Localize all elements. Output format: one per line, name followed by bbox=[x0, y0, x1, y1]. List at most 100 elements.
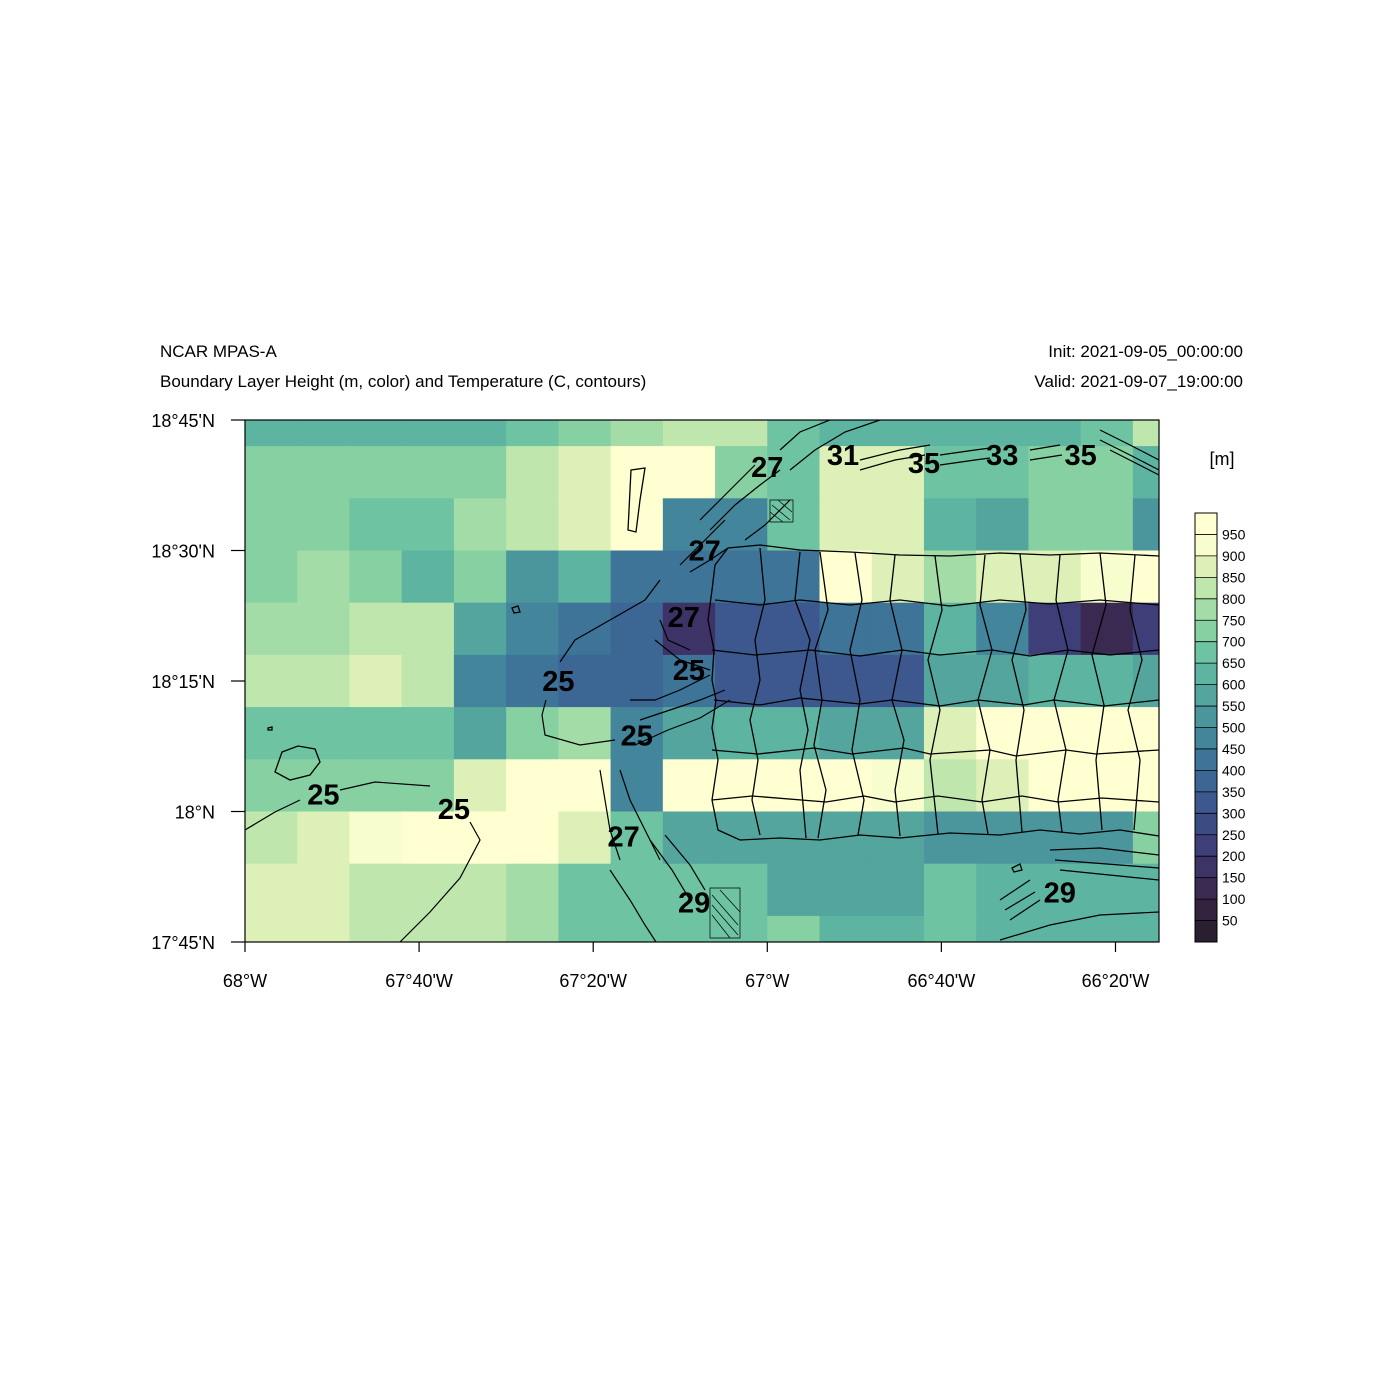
lon-tick-label: 66°40'W bbox=[908, 971, 976, 991]
pblh-cell bbox=[558, 446, 612, 499]
pblh-cell bbox=[453, 420, 507, 447]
pblh-cell bbox=[923, 759, 977, 812]
colorbar-swatch bbox=[1195, 748, 1217, 771]
pblh-cell bbox=[819, 550, 873, 604]
pblh-cell bbox=[871, 759, 925, 812]
colorbar-swatch bbox=[1195, 620, 1217, 642]
pblh-cell bbox=[767, 420, 821, 447]
pblh-cell bbox=[871, 498, 925, 551]
colorbar-tick-label: 750 bbox=[1222, 612, 1246, 628]
pblh-cell bbox=[662, 602, 716, 656]
pblh-cell bbox=[245, 707, 298, 760]
pblh-cell bbox=[662, 550, 716, 604]
pblh-cell bbox=[1132, 550, 1159, 604]
pblh-cell bbox=[1080, 498, 1134, 551]
pblh-cell bbox=[610, 915, 664, 942]
pblh-cell bbox=[819, 446, 873, 499]
pblh-cell bbox=[976, 863, 1029, 917]
colorbar-tick-label: 50 bbox=[1222, 913, 1238, 929]
colorbar-tick-label: 450 bbox=[1222, 741, 1246, 757]
pblh-cell bbox=[715, 498, 768, 551]
pblh-cell bbox=[767, 759, 821, 812]
colorbar-tick-label: 100 bbox=[1222, 891, 1246, 907]
pblh-cell bbox=[715, 811, 768, 865]
pblh-cell bbox=[1132, 654, 1159, 708]
pblh-cell bbox=[349, 420, 403, 447]
pblh-cell bbox=[453, 863, 507, 917]
pblh-cell bbox=[871, 707, 925, 760]
lon-tick-label: 66°20'W bbox=[1082, 971, 1150, 991]
pblh-cell bbox=[610, 446, 664, 499]
pblh-cell bbox=[453, 498, 507, 551]
pblh-cell bbox=[715, 420, 768, 447]
contour-label: 27 bbox=[608, 822, 640, 854]
pblh-cell bbox=[923, 602, 977, 656]
contour-label: 25 bbox=[621, 720, 653, 752]
colorbar-tick-label: 600 bbox=[1222, 677, 1246, 693]
pblh-cell bbox=[976, 654, 1029, 708]
pblh-cell bbox=[506, 863, 559, 917]
colorbar-swatch bbox=[1195, 598, 1217, 621]
pblh-cell bbox=[558, 420, 612, 447]
pblh-cell bbox=[506, 654, 559, 708]
pblh-cell bbox=[245, 420, 298, 447]
pblh-cell bbox=[923, 420, 977, 447]
pblh-cell bbox=[976, 446, 1029, 499]
pblh-cell bbox=[506, 707, 559, 760]
pblh-cell bbox=[297, 811, 350, 865]
pblh-cell bbox=[297, 863, 350, 917]
pblh-cell bbox=[871, 420, 925, 447]
pblh-cell bbox=[1132, 863, 1159, 917]
pblh-cell bbox=[715, 602, 768, 656]
pblh-cell bbox=[1028, 759, 1082, 812]
pblh-cell bbox=[558, 915, 612, 942]
pblh-cell bbox=[976, 915, 1029, 942]
pblh-cell bbox=[245, 602, 298, 656]
pblh-cell bbox=[819, 602, 873, 656]
pblh-cell bbox=[349, 707, 403, 760]
pblh-cell bbox=[1080, 863, 1134, 917]
pblh-cell bbox=[349, 863, 403, 917]
pblh-cell bbox=[610, 811, 664, 865]
pblh-cell bbox=[297, 550, 350, 604]
pblh-cell bbox=[349, 811, 403, 865]
pblh-cell bbox=[453, 602, 507, 656]
pblh-cell bbox=[297, 707, 350, 760]
pblh-cell bbox=[297, 915, 350, 942]
pblh-cell bbox=[1028, 550, 1082, 604]
pblh-cell bbox=[1080, 811, 1134, 865]
pblh-cell bbox=[976, 420, 1029, 447]
pblh-cell bbox=[819, 759, 873, 812]
pblh-cell bbox=[245, 811, 298, 865]
pblh-cell bbox=[767, 498, 821, 551]
pblh-cell bbox=[453, 446, 507, 499]
pblh-cell bbox=[1080, 446, 1134, 499]
colorbar-swatch bbox=[1195, 577, 1217, 600]
colorbar-swatch bbox=[1195, 856, 1217, 878]
colorbar-tick-label: 200 bbox=[1222, 848, 1246, 864]
pblh-cell bbox=[558, 654, 612, 708]
pblh-cell bbox=[819, 811, 873, 865]
pblh-cell bbox=[819, 707, 873, 760]
pblh-cell bbox=[976, 707, 1029, 760]
contour-label: 27 bbox=[688, 536, 720, 568]
colorbar-swatch bbox=[1195, 727, 1217, 750]
pblh-cell bbox=[401, 550, 455, 604]
pblh-cell bbox=[1080, 707, 1134, 760]
pblh-cell bbox=[1028, 863, 1082, 917]
pblh-cell bbox=[245, 654, 298, 708]
pblh-cell bbox=[1132, 498, 1159, 551]
colorbar-tick-label: 400 bbox=[1222, 762, 1246, 778]
pblh-cell bbox=[715, 550, 768, 604]
pblh-cell bbox=[401, 707, 455, 760]
pblh-cell bbox=[506, 420, 559, 447]
pblh-cell bbox=[297, 759, 350, 812]
contour-label: 33 bbox=[986, 440, 1018, 472]
pblh-cell bbox=[453, 759, 507, 812]
pblh-cell bbox=[453, 707, 507, 760]
pblh-cell bbox=[558, 498, 612, 551]
pblh-cell bbox=[245, 759, 298, 812]
colorbar-swatch bbox=[1195, 920, 1217, 943]
pblh-cell bbox=[662, 863, 716, 917]
